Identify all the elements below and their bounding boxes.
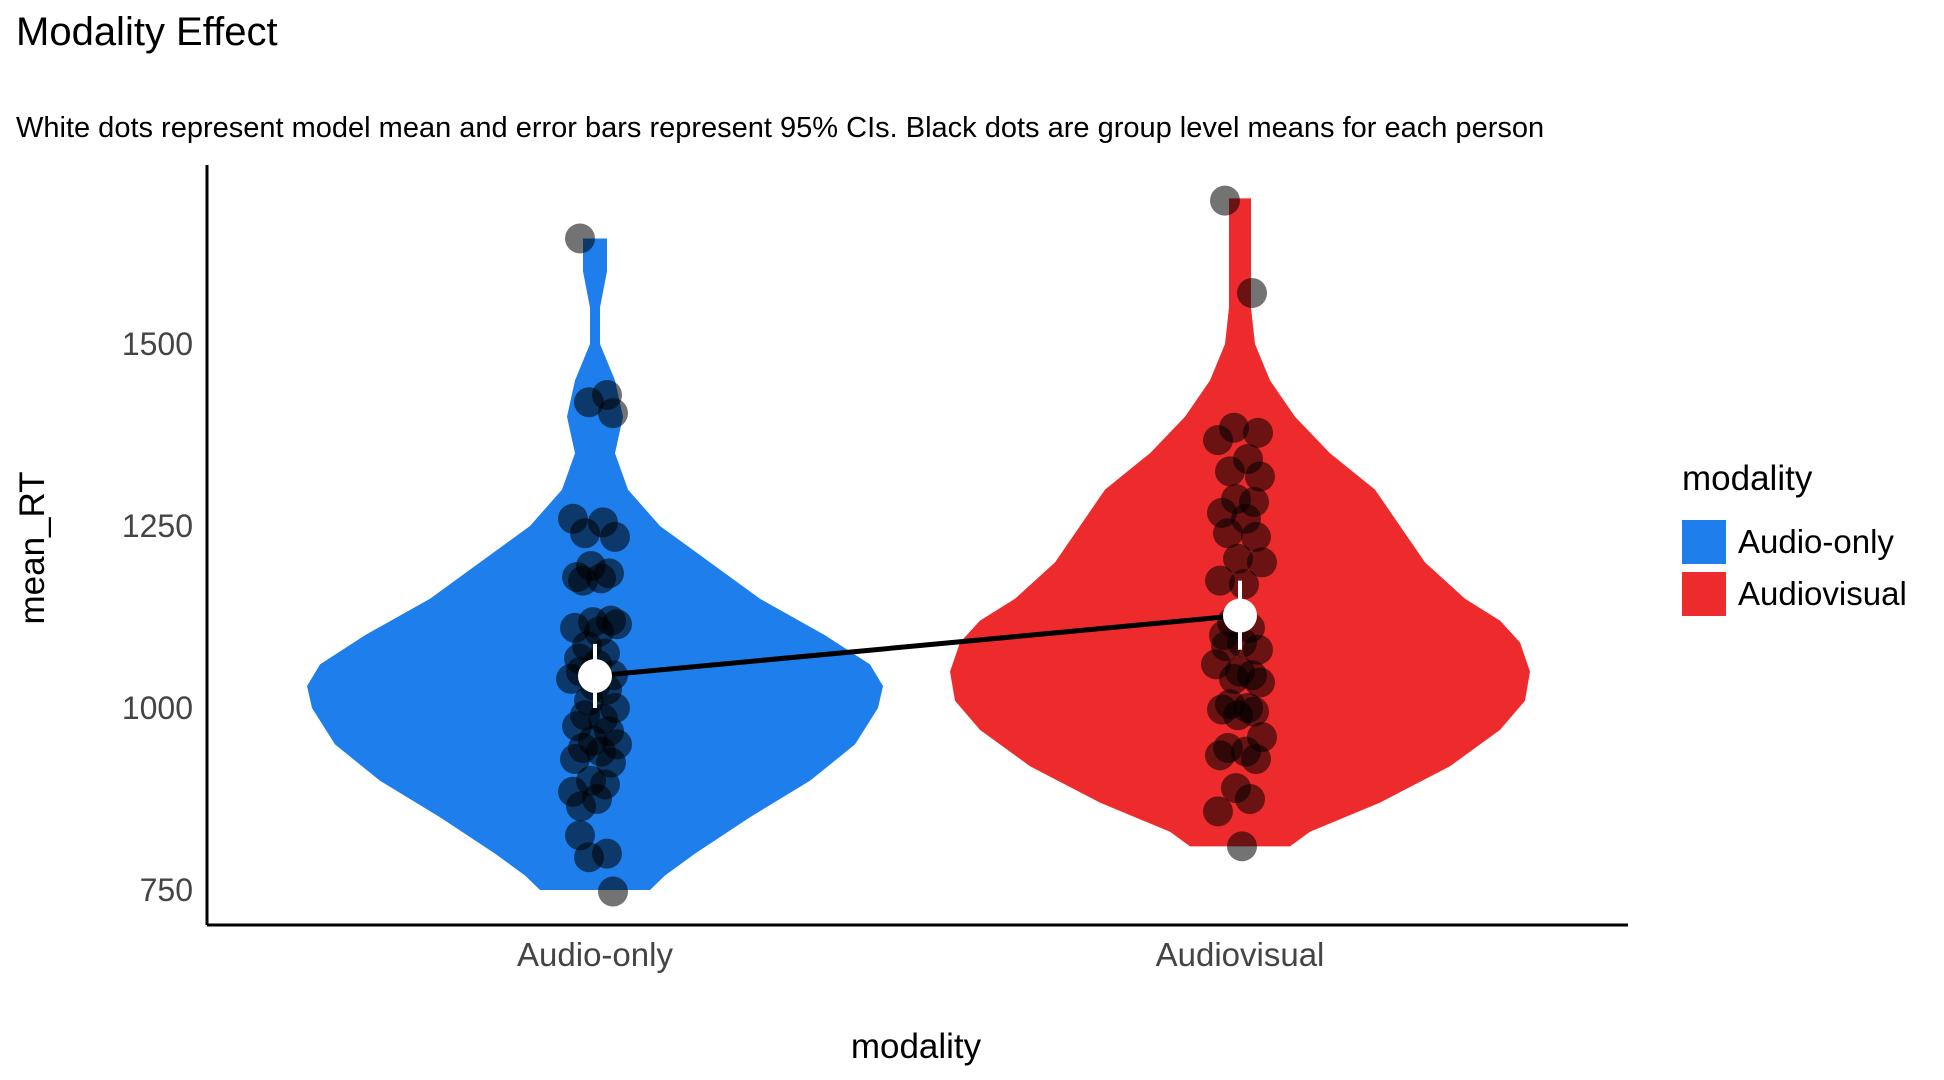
legend-swatch-audiovisual: [1682, 572, 1726, 616]
legend: modality Audio-only Audiovisual: [1682, 458, 1907, 620]
person-mean-point: [598, 876, 628, 907]
y-tick-label: 1250: [122, 508, 193, 544]
y-tick-label: 1000: [122, 690, 193, 726]
person-mean-point: [1227, 831, 1257, 862]
person-mean-point: [1241, 521, 1271, 552]
person-mean-point: [1245, 461, 1275, 492]
legend-title: modality: [1682, 459, 1813, 498]
violins: [307, 198, 1530, 890]
person-mean-point: [1243, 417, 1273, 448]
person-mean-point: [1205, 565, 1235, 596]
person-mean-point: [570, 518, 600, 549]
model-mean-connector: [594, 613, 1241, 679]
person-mean-point: [1205, 740, 1235, 771]
y-axis-ticks: 750 1000 1250 1500: [122, 326, 193, 908]
person-mean-point: [560, 743, 590, 774]
chart-subtitle: White dots represent model mean and erro…: [16, 112, 1545, 144]
person-mean-point: [1223, 700, 1253, 731]
person-mean-point: [1203, 425, 1233, 456]
person-mean-point: [1241, 743, 1271, 774]
legend-label-audio-only: Audio-only: [1738, 523, 1894, 560]
person-mean-point: [566, 791, 596, 822]
x-axis-label: modality: [851, 1027, 982, 1066]
legend-item-audio-only: Audio-only: [1682, 516, 1907, 568]
person-mean-point: [1213, 518, 1243, 549]
model-mean-point: [578, 658, 612, 693]
y-tick-label: 750: [140, 872, 193, 908]
person-mean-point: [1237, 278, 1267, 309]
person-mean-point: [568, 565, 598, 596]
person-mean-point: [574, 387, 604, 418]
y-axis-label: mean_RT: [13, 471, 52, 624]
person-mean-point: [565, 223, 595, 254]
person-mean-point: [1210, 185, 1240, 216]
person-mean-point: [1245, 667, 1275, 698]
x-tick-label: Audiovisual: [1156, 936, 1325, 973]
person-mean-point: [1247, 547, 1277, 578]
person-mean-point: [1243, 634, 1273, 665]
person-mean-point: [600, 521, 630, 552]
person-mean-point: [1235, 784, 1265, 814]
person-mean-point: [556, 663, 586, 694]
person-mean-point: [1215, 456, 1245, 487]
model-mean-point: [1223, 598, 1257, 633]
y-tick-label: 1500: [122, 326, 193, 362]
person-mean-point: [1223, 543, 1253, 574]
person-mean-point: [1219, 663, 1249, 694]
model-means: [578, 580, 1257, 708]
person-mean-point: [598, 398, 628, 429]
x-tick-label: Audio-only: [517, 936, 673, 973]
chart-title: Modality Effect: [16, 10, 278, 54]
person-mean-point: [574, 842, 604, 873]
person-mean-point: [1203, 796, 1233, 827]
legend-label-audiovisual: Audiovisual: [1738, 575, 1907, 612]
x-axis-ticks: Audio-only Audiovisual: [517, 936, 1324, 973]
legend-swatch-audio-only: [1682, 520, 1726, 564]
legend-item-audiovisual: Audiovisual: [1682, 568, 1907, 620]
person-mean-point: [1229, 569, 1259, 600]
